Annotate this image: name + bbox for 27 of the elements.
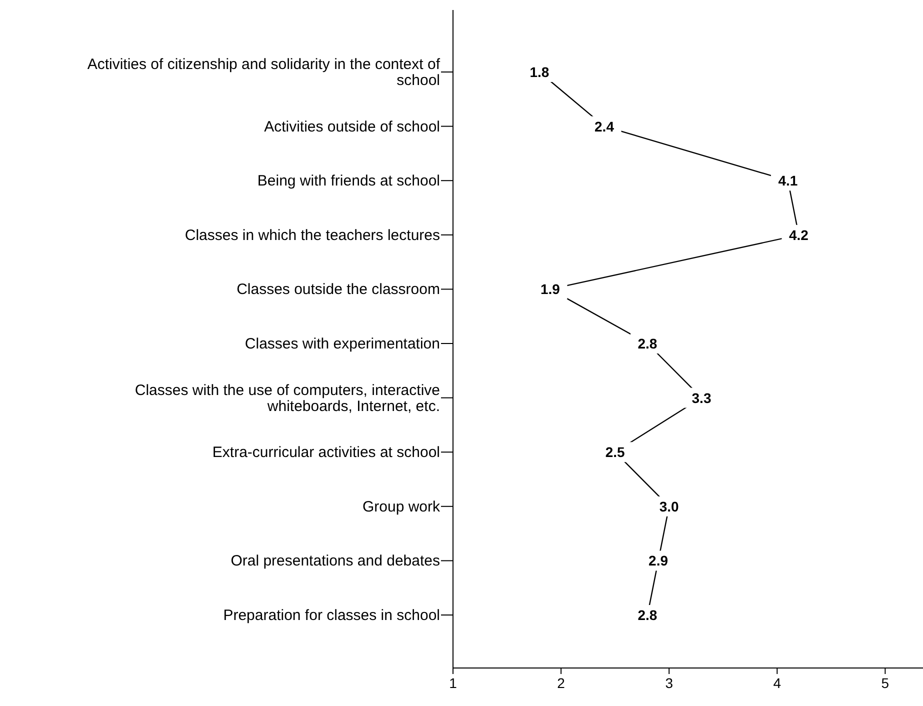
y-tick-label: Group work: [362, 498, 440, 516]
y-tick-label: Classes in which the teachers lectures: [184, 226, 440, 244]
data-label: 2.4: [594, 118, 614, 134]
data-label: 4.2: [789, 226, 809, 243]
data-label: 3.0: [659, 498, 680, 514]
data-label: 1.9: [540, 281, 560, 298]
data-label: 4.1: [778, 172, 798, 189]
y-tick-label: Classes outside the classroom: [236, 281, 440, 298]
data-label: 3.3: [692, 390, 712, 406]
y-tick-label: Oral presentations and debates: [230, 552, 440, 570]
data-label: 2.8: [638, 607, 658, 623]
y-tick-label: Extra-curricular activities at school: [212, 444, 440, 462]
data-label: 1.8: [530, 64, 550, 80]
y-tick-label: Preparation for classes in school: [223, 607, 440, 624]
y-tick-label: Activities of citizenship and solidarity in the context of school: [87, 56, 441, 89]
x-tick-label: 2: [557, 675, 566, 691]
y-tick-label: Classes with the use of computers, interactive whiteboards, Internet, etc.: [134, 382, 440, 415]
x-tick-label: 4: [773, 675, 782, 691]
x-tick-label: 1: [449, 675, 458, 691]
y-tick-label: Classes with experimentation: [244, 336, 440, 352]
data-label: 2.9: [648, 552, 668, 569]
y-tick-label: Activities outside of school: [264, 118, 440, 136]
x-tick-label: 3: [665, 675, 674, 691]
data-label: 2.5: [605, 444, 626, 460]
y-tick-label: Being with friends at school: [257, 172, 440, 190]
x-tick-label: 5: [881, 675, 890, 691]
data-label: 2.8: [638, 336, 658, 352]
